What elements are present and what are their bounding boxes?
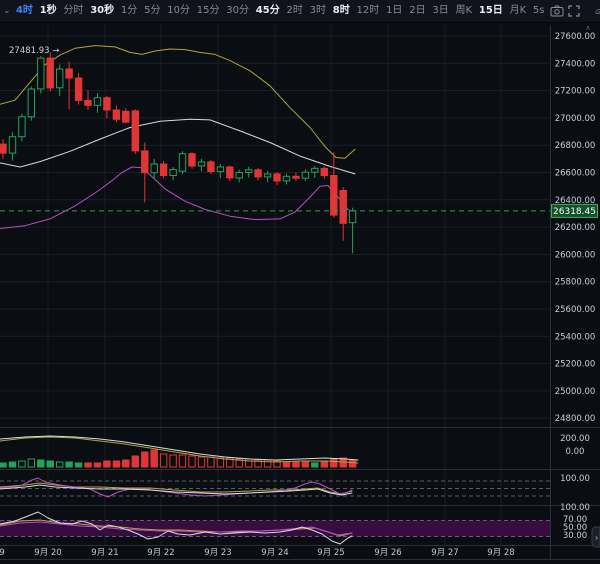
svg-text:27600.00: 27600.00: [555, 32, 596, 42]
svg-text:9月 20: 9月 20: [34, 548, 61, 558]
svg-text:26600.00: 26600.00: [555, 169, 596, 179]
svg-text:26400.00: 26400.00: [555, 196, 596, 206]
camera-icon[interactable]: [550, 4, 564, 19]
svg-text:›: ›: [595, 534, 599, 544]
svg-text:9月 26: 9月 26: [374, 548, 401, 558]
timeframe-item-6[interactable]: 10分: [164, 0, 194, 22]
timeframe-item-3[interactable]: 30秒: [87, 0, 118, 22]
svg-text:9月 25: 9月 25: [317, 548, 344, 558]
timeframe-item-18[interactable]: 15日: [475, 0, 506, 22]
svg-text:9月 24: 9月 24: [261, 548, 288, 558]
svg-text:9月 28: 9月 28: [487, 548, 514, 558]
timeframe-list: 4时 1秒 分时 30秒 1分 5分 10分 15分 30分 45分 2时 3时 8时 12时 1日 2日 3日…: [13, 0, 548, 22]
svg-text:24800.00: 24800.00: [555, 414, 596, 424]
timeframe-item-7[interactable]: 15分: [193, 0, 223, 22]
bollinger-bands: [0, 45, 356, 229]
svg-text:26800.00: 26800.00: [555, 141, 596, 151]
timeframe-item-11[interactable]: 3时: [306, 0, 329, 22]
svg-text:27200.00: 27200.00: [555, 87, 596, 97]
chevron-up-icon: ∧: [585, 24, 590, 32]
svg-text:100.00: 100.00: [560, 474, 590, 484]
candles: [0, 52, 357, 254]
svg-text:27481.93 →: 27481.93 →: [9, 46, 59, 56]
svg-text:25200.00: 25200.00: [555, 360, 596, 370]
svg-text:100.00: 100.00: [560, 503, 590, 513]
svg-text:25800.00: 25800.00: [555, 278, 596, 288]
timeframe-item-9[interactable]: 45分: [252, 0, 283, 22]
timeframe-item-10[interactable]: 2时: [283, 0, 306, 22]
svg-text:70.00: 70.00: [563, 515, 587, 525]
svg-text:25000.00: 25000.00: [555, 387, 596, 397]
svg-text:26200.00: 26200.00: [555, 223, 596, 233]
svg-text:25400.00: 25400.00: [555, 332, 596, 342]
timeframe-item-4[interactable]: 1分: [118, 0, 141, 22]
fullscreen-icon[interactable]: [568, 4, 580, 19]
svg-text:26318.45: 26318.45: [553, 207, 596, 217]
svg-text:50.00: 50.00: [563, 523, 587, 533]
timeframe-item-19[interactable]: 月K: [506, 0, 529, 22]
toolbar: ⌄ 4时 1秒 分时 30秒 1分 5分 10分 15分 30分 45分 2时 3时 8时 12时 1日 2日…: [0, 0, 600, 23]
date-axis[interactable]: 9月 19 9月 20 9月 21 9月 22 9月 23 9月 24 9月 25 9月 26…: [0, 548, 515, 558]
timeframe-item-2[interactable]: 分时: [60, 0, 87, 22]
timeframe-item-8[interactable]: 30分: [223, 0, 253, 22]
timeframe-item-20[interactable]: 5s: [530, 0, 548, 22]
svg-text:9月 23: 9月 23: [204, 548, 231, 558]
layout-menu[interactable]: 未命名 ⌄: [592, 0, 600, 34]
svg-text:9月 22: 9月 22: [147, 548, 174, 558]
svg-text:26000.00: 26000.00: [555, 250, 596, 260]
svg-text:25600.00: 25600.00: [555, 305, 596, 315]
timeframe-item-1[interactable]: 1秒: [36, 0, 60, 22]
svg-text:9月 21: 9月 21: [91, 548, 118, 558]
cloud-save-icon: [595, 8, 600, 14]
timeframe-item-12[interactable]: 8时: [329, 0, 353, 22]
expand-handle[interactable]: ›: [591, 526, 600, 548]
timeframe-item-16[interactable]: 3日: [429, 0, 452, 22]
svg-text:200.00: 200.00: [560, 434, 590, 444]
timeframe-item-14[interactable]: 1日: [383, 0, 406, 22]
svg-text:27400.00: 27400.00: [555, 59, 596, 69]
timeframe-more-caret-icon[interactable]: ⌄: [3, 6, 11, 16]
svg-text:27000.00: 27000.00: [555, 114, 596, 124]
current-price-label: 26318.45: [551, 203, 598, 218]
timeframe-item-5[interactable]: 5分: [141, 0, 164, 22]
svg-text:30.00: 30.00: [563, 531, 587, 541]
timeframe-item-13[interactable]: 12时: [353, 0, 383, 22]
svg-text:9月 19: 9月 19: [0, 548, 5, 558]
timeframe-item-0[interactable]: 4时: [13, 0, 37, 22]
timeframe-item-17[interactable]: 周K: [452, 0, 475, 22]
svg-text:0.00: 0.00: [566, 447, 585, 457]
timeframe-item-15[interactable]: 2日: [406, 0, 429, 22]
svg-text:9月 27: 9月 27: [431, 548, 458, 558]
